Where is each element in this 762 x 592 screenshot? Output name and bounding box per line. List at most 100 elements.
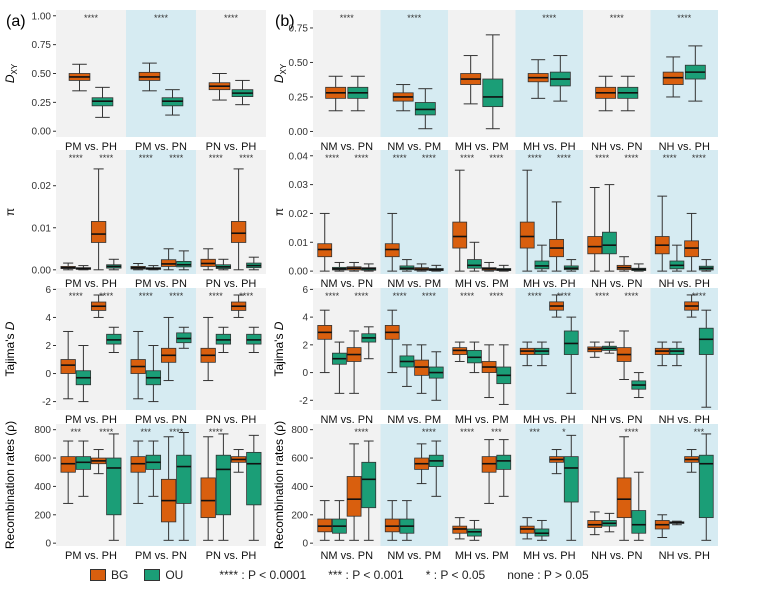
box-ou (467, 241, 482, 272)
box-bg (208, 73, 231, 101)
y-tick-label: 400 (291, 482, 308, 493)
box-bg (654, 514, 670, 538)
box-iqr (587, 236, 603, 255)
y-axis-label-main: D (3, 74, 17, 83)
y-tick-label: 0.75 (32, 40, 52, 51)
x-category-label: NM vs. PN (320, 278, 373, 290)
significance-label: **** (528, 291, 543, 301)
significance-label: **** (239, 291, 254, 301)
box-bg (317, 500, 333, 541)
box-ou (496, 264, 512, 272)
significance-label: **** (489, 291, 504, 301)
box-bg (90, 168, 107, 271)
y-tick-label: 2 (302, 340, 308, 351)
box-ou (145, 265, 162, 271)
box-bg (160, 316, 177, 382)
box-ou (361, 326, 377, 360)
significance-label: **** (677, 13, 692, 23)
significance-label: *** (694, 427, 705, 437)
x-category-label: PM vs. PH (65, 278, 117, 290)
box-ou (534, 519, 550, 541)
box-iqr (361, 461, 377, 509)
box-ou (482, 34, 504, 130)
box-bg (317, 309, 333, 374)
box-ou (176, 432, 192, 541)
box-ou (75, 344, 92, 403)
y-tick-label: 0.25 (32, 98, 52, 109)
box-bg (684, 294, 699, 318)
box-iqr (631, 510, 647, 534)
panel-label-0: (a) (6, 13, 26, 30)
x-category-label: PN vs. PH (206, 278, 257, 290)
box-ou (145, 440, 162, 497)
x-category-label: PM vs. PN (135, 414, 187, 426)
y-axis-label: Tajima's D (3, 321, 17, 376)
box-ou (602, 184, 617, 272)
box-bg (60, 440, 76, 504)
sig-key-1star: * : P < 0.05 (425, 568, 486, 582)
box-ou (246, 256, 262, 271)
box-ou (399, 344, 415, 387)
y-tick-label: 0.00 (289, 267, 309, 278)
box-bg (452, 341, 468, 362)
box-bg (527, 59, 549, 99)
box-ou (467, 341, 482, 374)
box-bg (587, 341, 603, 358)
box-ou (617, 75, 639, 112)
box-iqr (616, 477, 632, 519)
box-iqr (160, 259, 177, 267)
box-ou (669, 520, 685, 526)
significance-label: **** (209, 153, 224, 163)
box-ou (549, 55, 571, 102)
y-axis-label-main: D (272, 74, 286, 83)
significance-label: **** (610, 13, 625, 23)
significance-label: **** (489, 153, 504, 163)
y-axis-label: Recombination rates (ρ) (3, 421, 17, 549)
box-iqr (519, 221, 535, 249)
box-ou (428, 351, 444, 401)
legend-entry-ou: OU (144, 568, 183, 582)
group-shade (126, 150, 196, 274)
y-axis-label: π (272, 208, 286, 216)
x-category-label: PM vs. PH (65, 414, 117, 426)
box-ou (215, 326, 232, 354)
box-bg (460, 55, 482, 105)
significance-label: *** (71, 427, 82, 437)
box-bg (230, 449, 247, 473)
x-category-label: NM vs. PN (320, 550, 373, 562)
box-ou (176, 250, 192, 271)
x-category-label: MH vs. PM (455, 278, 509, 290)
box-iqr (90, 221, 107, 243)
box-bg (481, 344, 497, 399)
box-bg (414, 443, 429, 485)
box-bg (160, 436, 177, 541)
y-axis-label-main: Tajima's (272, 330, 286, 376)
sig-key-3star: *** : P < 0.001 (328, 568, 404, 582)
y-tick-label: 0 (302, 539, 308, 550)
y-tick-label: 0.04 (289, 151, 309, 162)
y-tick-label: -2 (42, 397, 51, 408)
significance-label: **** (460, 427, 475, 437)
box-ou (496, 344, 512, 405)
significance-label: **** (422, 153, 437, 163)
box-bg (160, 248, 177, 271)
box-bg (414, 263, 429, 272)
box-ou (106, 258, 122, 271)
significance-label: **** (692, 153, 707, 163)
y-tick-label: 0.00 (289, 127, 309, 138)
box-bg (392, 84, 414, 112)
box-ou (534, 244, 550, 272)
box-bg (200, 248, 216, 271)
significance-label: **** (354, 153, 369, 163)
box-ou (669, 244, 685, 272)
x-category-label: MH vs. PM (455, 414, 509, 426)
panel-label-1: (b) (275, 13, 295, 30)
significance-label: **** (99, 291, 114, 301)
box-ou (231, 79, 254, 106)
box-ou (563, 316, 579, 394)
box-bg (549, 294, 564, 318)
box-bg (130, 330, 146, 400)
box-ou (631, 263, 647, 272)
significance-label: *** (529, 427, 540, 437)
